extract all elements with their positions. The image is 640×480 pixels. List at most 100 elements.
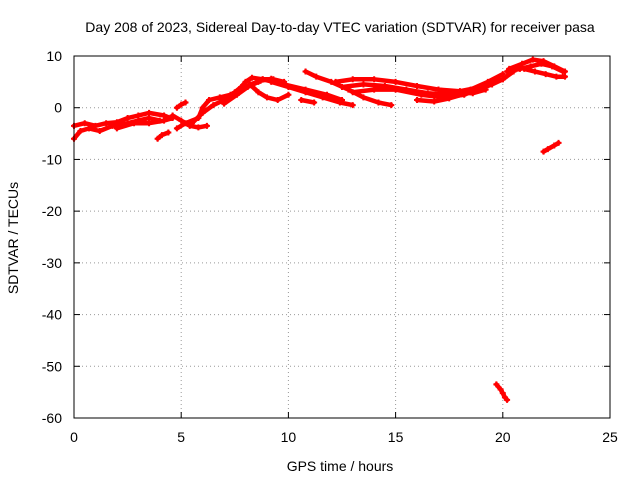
data-point: [173, 125, 180, 132]
data-point: [371, 86, 378, 93]
data-point: [146, 115, 153, 122]
data-point: [113, 119, 120, 126]
data-point: [81, 120, 88, 127]
data-point: [561, 68, 568, 75]
data-point: [178, 117, 185, 124]
data-point: [298, 96, 305, 103]
data-point: [497, 386, 504, 393]
data-point: [178, 101, 185, 108]
series-line: [541, 140, 561, 154]
data-point: [246, 81, 253, 88]
data-point: [339, 96, 345, 103]
data-point: [154, 135, 161, 142]
data-point: [540, 58, 547, 65]
data-point: [92, 122, 99, 129]
grid: [74, 56, 610, 418]
data-point: [103, 120, 110, 127]
data-point: [199, 104, 206, 111]
data-series-arc-14: [298, 96, 318, 106]
data-series-arc-6: [169, 112, 210, 131]
y-tick-label: -60: [42, 410, 62, 426]
data-point: [446, 95, 453, 102]
data-point: [131, 120, 138, 127]
y-tick-label: -50: [42, 358, 62, 374]
data-point: [371, 76, 378, 83]
y-axis-label: SDTVAR / TECUs: [5, 182, 21, 294]
data-point: [259, 76, 266, 83]
data-point: [414, 82, 421, 89]
data-point: [540, 148, 547, 155]
data-point: [392, 78, 399, 85]
data-point: [469, 90, 476, 97]
data-point: [248, 74, 255, 81]
y-tick-label: -40: [42, 307, 62, 323]
data-point: [521, 65, 528, 72]
data-point: [531, 68, 538, 75]
data-point: [302, 68, 309, 75]
y-tick-labels: -60 -50 -40 -30 -20 -10 0 10: [42, 48, 62, 426]
data-series-arc-12: [259, 76, 345, 103]
data-point: [203, 122, 210, 129]
data-point: [161, 117, 168, 124]
data-point: [332, 78, 339, 85]
data-point: [542, 71, 549, 78]
plot-frame: [73, 55, 611, 419]
data-point: [313, 73, 320, 80]
series-line: [71, 110, 173, 129]
data-point: [285, 91, 292, 98]
data-point: [435, 86, 442, 93]
y-tick-label: 10: [46, 48, 62, 64]
data-point: [418, 91, 425, 98]
data-point: [529, 56, 536, 63]
data-point: [392, 86, 399, 93]
data-point: [158, 132, 165, 139]
data-point: [146, 120, 153, 127]
data-series-arc-10: [246, 81, 292, 103]
data-point: [544, 146, 551, 153]
data-point: [499, 71, 506, 78]
data-point: [504, 396, 511, 403]
data-point: [96, 127, 103, 134]
data-point: [452, 89, 459, 96]
data-series-arc-13: [302, 68, 395, 109]
data-point: [555, 139, 562, 146]
x-tick-label: 20: [495, 429, 511, 445]
data-point: [349, 76, 356, 83]
data-point: [77, 127, 84, 134]
data-point: [210, 102, 217, 109]
data-point: [561, 73, 568, 80]
data-point: [339, 84, 345, 91]
x-tick-label: 0: [70, 429, 78, 445]
data-point: [242, 78, 249, 85]
data-point: [493, 381, 500, 388]
data-point: [233, 91, 240, 98]
data-point: [206, 96, 213, 103]
tick-marks: [73, 55, 611, 419]
data-point: [161, 112, 168, 119]
data-point: [323, 91, 330, 98]
data-point: [124, 115, 131, 122]
data-point: [182, 120, 189, 127]
x-tick-label: 10: [281, 429, 297, 445]
data-point: [195, 124, 202, 131]
data-point: [360, 94, 367, 101]
x-tick-label: 5: [177, 429, 185, 445]
data-point: [182, 99, 189, 106]
data-point: [263, 94, 270, 101]
data-point: [255, 89, 262, 96]
data-series-arc-24: [493, 381, 511, 403]
x-tick-labels: 0 5 10 15 20 25: [70, 429, 618, 445]
data-point: [349, 89, 356, 96]
x-axis-label: GPS time / hours: [287, 458, 394, 474]
y-tick-label: 0: [54, 100, 62, 116]
data-point: [169, 112, 176, 119]
data-point: [135, 112, 142, 119]
data-point: [499, 390, 506, 397]
data-point: [216, 94, 223, 101]
data-point: [173, 104, 180, 111]
data-point: [302, 86, 309, 93]
data-point: [281, 81, 288, 88]
data-point: [360, 81, 367, 88]
data-point: [274, 96, 281, 103]
